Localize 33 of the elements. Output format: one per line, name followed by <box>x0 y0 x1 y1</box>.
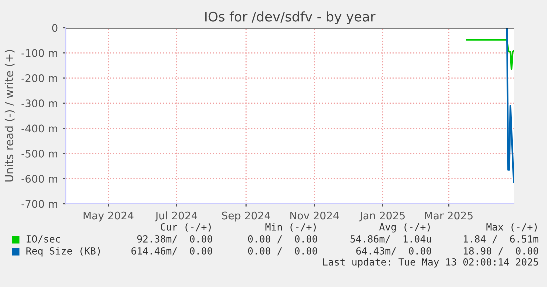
text: Avg (-/+) <box>380 223 430 233</box>
text: 0.00 / 0.00 <box>248 247 318 256</box>
text: 18.90 / 0.00 <box>464 247 538 256</box>
text: Max (-/+) <box>486 223 537 232</box>
y-tick-label: 0 <box>52 24 58 32</box>
text: 92.38m/ 0.00 <box>138 235 212 244</box>
text: Last update: Tue May 13 02:00:14 2025 <box>323 258 538 268</box>
y-tick-label: -200 m <box>22 74 58 82</box>
x-tick-label: Sep 2024 <box>222 212 270 222</box>
chart-title: IOs for /dev/sdfv - by year <box>206 12 376 24</box>
text: 614.46m/ 0.00 <box>132 247 212 256</box>
x-tick-label: Nov 2024 <box>290 212 340 220</box>
x-tick-label: Jan 2025 <box>359 212 405 222</box>
x-tick-label: May 2024 <box>84 212 134 222</box>
y-tick-label: -400 m <box>22 124 58 133</box>
line-series <box>466 39 514 70</box>
legend-label: Req Size (KB) <box>26 247 100 257</box>
x-tick-label: Mar 2025 <box>425 212 473 220</box>
y-tick-label: -100 m <box>22 49 58 58</box>
line-series <box>506 28 514 184</box>
y-tick-label: -700 m <box>22 200 58 208</box>
y-tick-label: -600 m <box>22 175 58 183</box>
y-axis-title: Units read (-) / write (+) <box>4 50 15 182</box>
text: 0.00 / 0.00 <box>248 235 318 244</box>
text: 1.84 / 6.51m <box>464 235 539 244</box>
text: Min (-/+) <box>266 223 316 232</box>
text: 54.86m/ 1.04u <box>350 235 432 244</box>
text: 64.43m/ 0.00 <box>356 247 432 256</box>
y-tick-label: -300 m <box>22 100 58 108</box>
text: Cur (-/+) <box>160 223 211 232</box>
legend-label: IO/sec <box>26 235 60 244</box>
x-tick-label: Jul 2024 <box>155 212 198 222</box>
y-tick-label: -500 m <box>22 150 58 158</box>
